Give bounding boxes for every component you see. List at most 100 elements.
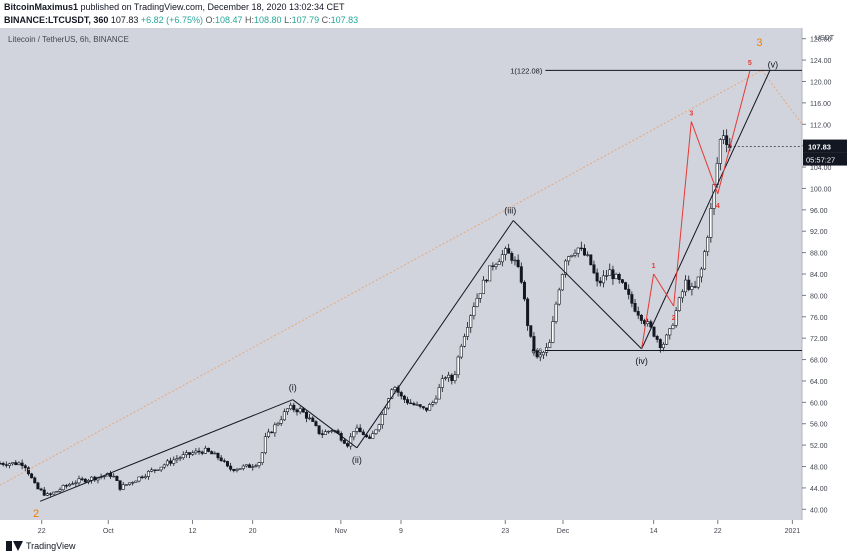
candle-body [36,482,40,490]
dotted-trend-line [0,69,763,486]
subwave-line [641,273,655,349]
candle-body [23,465,27,469]
candle-body [342,440,346,444]
degree-label: 2 [33,508,39,520]
candle-body [244,464,248,467]
y-tick-label: 40.00 [810,507,828,514]
candle-body [440,378,444,388]
candle-body [0,463,2,465]
candle-body [655,336,659,340]
candle-body [150,469,154,472]
candle-body [235,469,239,471]
candle-body [61,485,65,491]
candle-body [649,321,653,328]
candle-body [434,398,438,403]
candle-body [254,465,258,467]
candle-body [304,411,308,419]
high-label: H: [245,15,255,25]
subwave-label: 1 [652,263,656,270]
candle-body [437,387,441,400]
candle-body [510,253,514,261]
candle-body [696,276,700,288]
open-label: O: [205,15,215,25]
candle-body [260,452,264,463]
candle-body [722,135,726,140]
candle-body [112,475,116,478]
candle-body [282,411,286,421]
candle-body [586,254,590,256]
plot-background [0,28,802,520]
candle-body [570,254,574,257]
candle-body [494,264,498,267]
candle-body [624,282,628,290]
candle-body [481,279,485,294]
candle-body [592,264,596,274]
symbol-info: BINANCE:LTCUSDT, 360 107.83 +6.82 (+6.75… [4,15,358,25]
candle-body [687,279,691,290]
candle-body [42,489,46,496]
y-tick-label: 48.00 [810,465,828,472]
candle-body [191,452,195,455]
candle-body [532,336,536,352]
candle-body [109,473,113,477]
chart-area[interactable]: USDT 40.00 44.00 48.00 52.00 56.00 60.00 64.00 6… [0,28,850,538]
publisher-name[interactable]: BitcoinMaximus1 [4,2,79,12]
candle-body [169,460,173,464]
candle-body [605,275,609,277]
candle-body [80,478,84,480]
candle-body [355,427,359,432]
candle-body [560,274,564,291]
candle-body [680,291,684,299]
tradingview-logo[interactable]: TradingView [6,541,76,551]
candle-body [608,269,612,276]
candle-body [639,314,643,321]
candle-body [671,325,675,330]
y-tick-label: 56.00 [810,422,828,429]
candle-body [352,431,356,438]
candle-body [564,260,568,275]
candle-body [39,488,43,491]
candle-body [374,429,378,434]
price-axis-background[interactable] [802,28,850,538]
candle-body [188,452,192,455]
candle-body [443,377,447,379]
candle-body [251,466,255,468]
low-value: 107.79 [291,15,320,25]
last-price-tag-bg [803,139,847,153]
chart-header-bar: BitcoinMaximus1 published on TradingView… [0,0,850,28]
chart-title: Litecoin / TetherUS, 6h, BINANCE [8,35,129,44]
candle-body [497,261,501,265]
candle-body [229,465,233,470]
candle-body [346,443,350,447]
candle-body [349,436,353,447]
candle-body [238,468,242,470]
candle-body [485,279,489,282]
subwave-label: 4 [716,203,720,210]
candle-body [368,436,372,439]
candle-body [137,476,141,482]
time-axis: 22 Oct 12 20 Nov 9 23 Dec 14 22 2021 [38,520,800,535]
symbol-name: BINANCE:LTCUSDT, 360 [4,15,109,25]
candle-body [289,404,293,410]
wave-label: (i) [289,383,297,393]
candle-body [526,298,530,326]
time-axis-background[interactable] [0,520,802,538]
candle-body [327,430,331,433]
candle-body [447,374,451,379]
candle-body [124,484,128,486]
candle-body [279,419,283,424]
candle-body [582,248,586,256]
x-tick-label: 12 [189,528,197,535]
candle-body [213,452,217,455]
candle-body [210,451,214,455]
candle-body [478,293,482,299]
chart-svg[interactable]: USDT 40.00 44.00 48.00 52.00 56.00 60.00 64.00 6… [0,28,850,538]
candle-body [131,482,135,484]
candle-body [633,303,637,312]
tradingview-logo-icon [6,541,23,551]
candle-body [222,460,226,462]
candle-body [4,464,8,466]
wave-line [39,399,293,502]
y-tick-label: 96.00 [810,208,828,215]
candle-body [519,266,523,283]
